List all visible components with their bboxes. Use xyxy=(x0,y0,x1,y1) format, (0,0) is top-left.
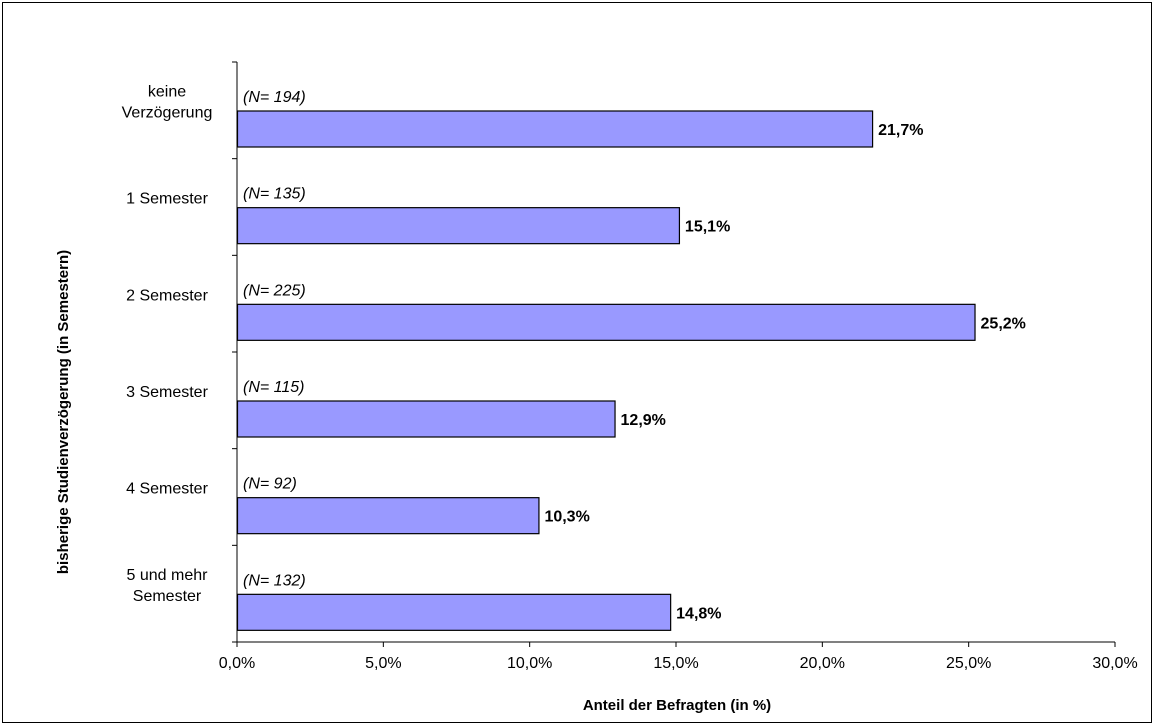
y-axis-title: bisherige Studienverzögerung (in Semeste… xyxy=(55,250,72,574)
category-label: 3 Semester xyxy=(126,384,208,401)
category-label: 1 Semester xyxy=(126,191,208,208)
x-tick-label: 10,0% xyxy=(507,655,552,672)
category-label: keine xyxy=(148,84,186,101)
bar xyxy=(236,110,874,148)
x-axis-title: Anteil der Befragten (in %) xyxy=(583,697,771,714)
x-tick-label: 15,0% xyxy=(653,655,698,672)
plot-area: 0,0% 5,0% 10,0% 15,0% 20,0% 25,0% 30,0% (N= 194… xyxy=(122,61,1138,672)
value-label: 12,9% xyxy=(621,412,666,429)
bar xyxy=(236,497,540,535)
n-label: (N= 92) xyxy=(243,476,297,493)
category-label: 5 und mehr xyxy=(127,567,209,584)
bar xyxy=(236,593,672,631)
n-label: (N= 194) xyxy=(243,89,306,106)
y-axis-title-group: bisherige Studienverzögerung (in Semeste… xyxy=(55,250,72,574)
category-label: Semester xyxy=(133,588,202,605)
n-label: (N= 135) xyxy=(243,186,306,203)
x-tick-label: 30,0% xyxy=(1092,655,1137,672)
bar xyxy=(236,400,616,438)
n-label: (N= 115) xyxy=(243,379,305,396)
x-tick-label: 5,0% xyxy=(365,655,401,672)
value-label: 15,1% xyxy=(685,219,730,236)
value-label: 10,3% xyxy=(544,509,589,526)
category-label: 2 Semester xyxy=(126,287,208,304)
value-label: 14,8% xyxy=(676,605,721,622)
category-label: 4 Semester xyxy=(126,481,208,498)
n-label: (N= 225) xyxy=(243,282,306,299)
x-tick-label: 20,0% xyxy=(800,655,845,672)
category-label: Verzögerung xyxy=(122,105,213,122)
value-label: 25,2% xyxy=(981,315,1026,332)
value-label: 21,7% xyxy=(878,122,923,139)
bar xyxy=(236,303,976,341)
bar xyxy=(236,207,681,245)
x-tick-label: 25,0% xyxy=(946,655,991,672)
x-tick-label: 0,0% xyxy=(219,655,255,672)
n-label: (N= 132) xyxy=(243,572,306,589)
